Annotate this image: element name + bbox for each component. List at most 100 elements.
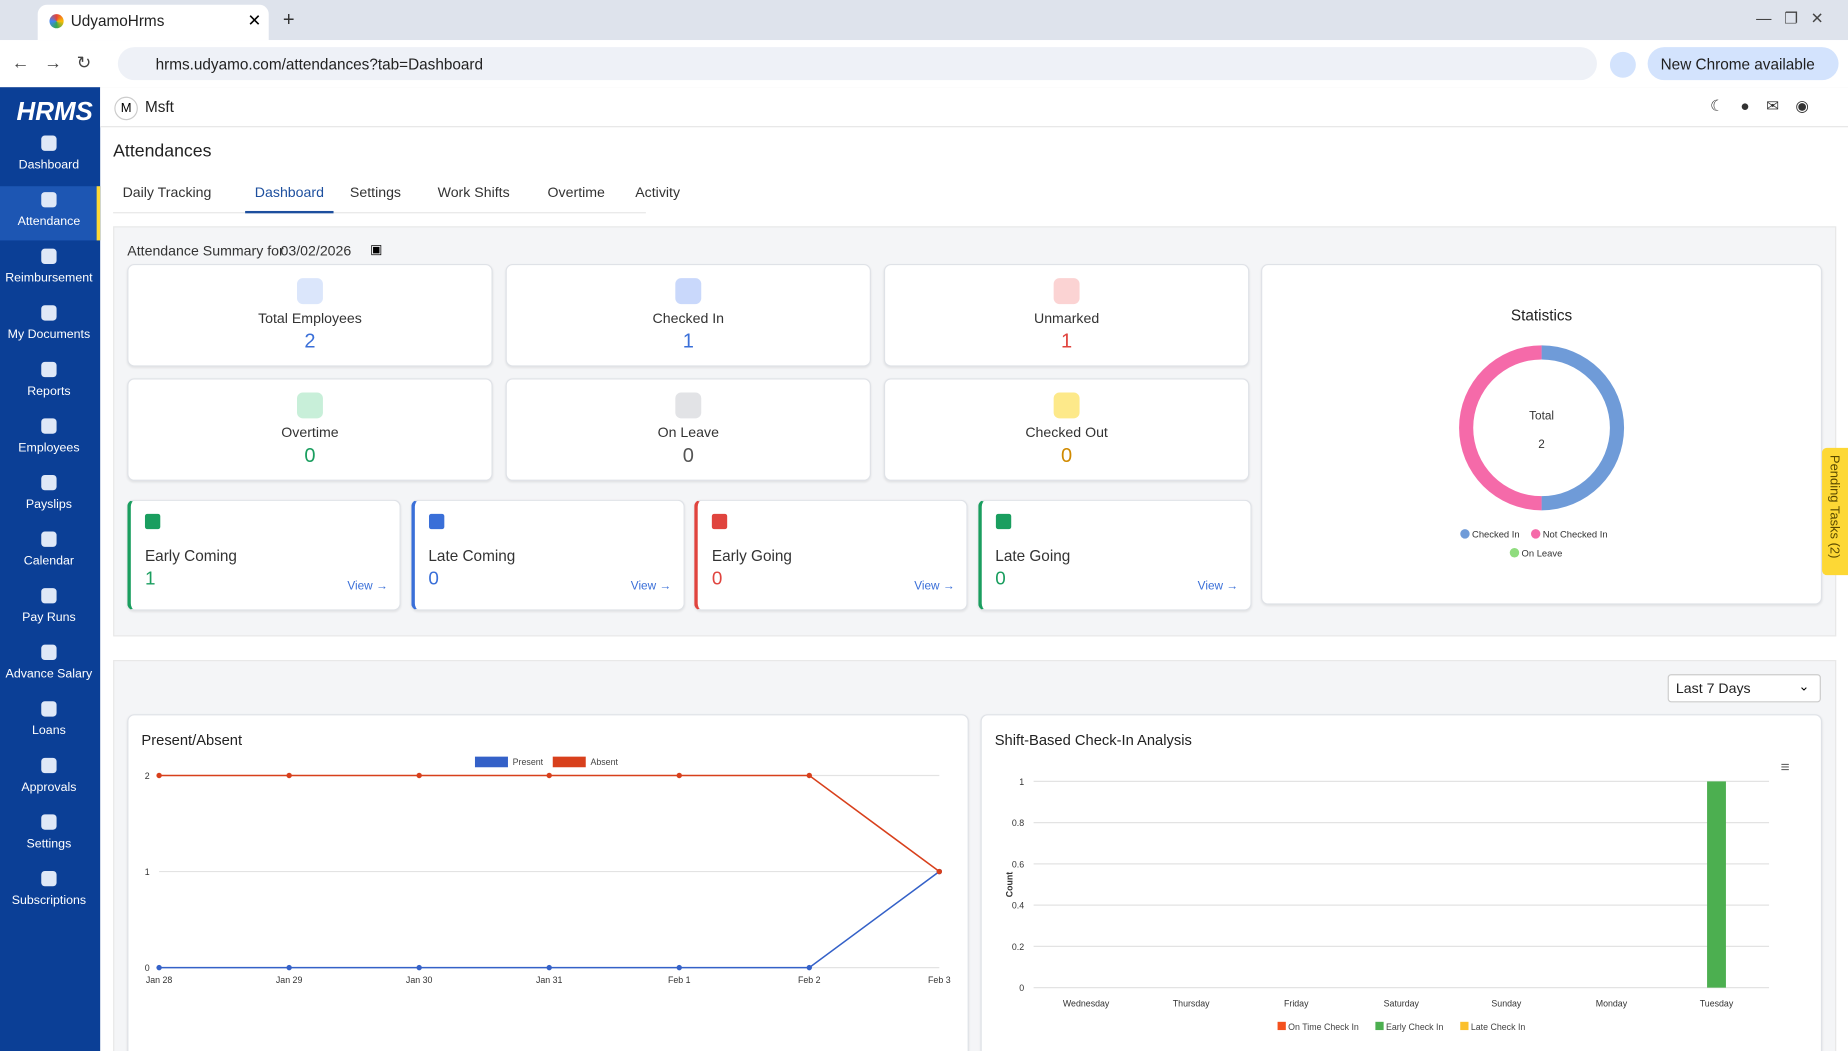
x-tick-label: Sunday: [1491, 998, 1522, 1008]
address-bar[interactable]: hrms.udyamo.com/attendances?tab=Dashboar…: [117, 47, 1597, 81]
nav-item[interactable]: Payslips: [0, 469, 100, 523]
series-line: [159, 774, 940, 873]
y-tick-label: 0.6: [1012, 859, 1024, 869]
x-tick-label: Jan 31: [536, 975, 563, 985]
donut-center-label: Total: [1529, 410, 1554, 423]
legend-label: Late Check In: [1471, 1022, 1526, 1032]
nav-item[interactable]: Calendar: [0, 526, 100, 580]
legend-label: On Time Check In: [1288, 1022, 1359, 1032]
nav-item[interactable]: Attendance: [0, 186, 101, 241]
nav-icon: [41, 757, 57, 774]
nav-item[interactable]: My Documents: [0, 299, 100, 353]
tab[interactable]: Activity: [635, 183, 681, 201]
summary-date[interactable]: 03/02/2026: [280, 242, 352, 260]
chart-card: Present/Absent 0 1 2 Jan 28 Jan 29 Jan 30 Jan 3…: [127, 714, 969, 1051]
donut-chart: Statistics Total 2 Checked In Not Checked In…: [1459, 308, 1625, 558]
tab[interactable]: Settings: [349, 183, 402, 201]
calendar-icon[interactable]: ▣: [370, 242, 383, 257]
nav-icon: [41, 870, 57, 887]
detail-icon: [144, 513, 161, 530]
stat-card: Total Employees 2: [127, 263, 493, 367]
view-link[interactable]: View →: [630, 579, 672, 593]
stat-icon: [296, 278, 323, 305]
nav-item[interactable]: Approvals: [0, 752, 100, 806]
range-select[interactable]: Last 7 Days ⌄: [1667, 674, 1821, 703]
tab[interactable]: Dashboard: [245, 184, 334, 214]
legend-dot: [1460, 529, 1470, 539]
nav-icon: [41, 814, 57, 830]
nav-label: Dashboard: [18, 157, 80, 173]
nav-label: Settings: [26, 836, 72, 851]
stat-card: On Leave 0: [505, 378, 871, 481]
donut-slice: [1541, 345, 1625, 511]
nav-item[interactable]: Settings: [0, 808, 100, 862]
stat-card: Unmarked 1: [883, 263, 1250, 367]
org-avatar[interactable]: M: [114, 96, 138, 121]
legend-swatch: [474, 756, 508, 768]
update-label: New Chrome available: [1660, 55, 1815, 74]
bar: [1707, 781, 1726, 988]
nav-item[interactable]: Subscriptions: [0, 865, 100, 919]
stat-icon: [675, 392, 702, 419]
point: [806, 772, 812, 779]
stat-card: Checked Out 0: [883, 378, 1250, 481]
x-tick-label: Feb 3: [928, 975, 951, 985]
nav-label: Payslips: [25, 497, 72, 512]
profile[interactable]: [1609, 51, 1636, 78]
y-tick-label: 1: [1019, 777, 1024, 787]
x-tick-label: Jan 29: [276, 975, 303, 985]
y-tick-label: 0: [1019, 983, 1024, 993]
view-link[interactable]: View →: [347, 579, 388, 593]
stat-icon: [675, 278, 702, 305]
stat-card: Checked In 1: [505, 263, 871, 367]
nav-icon: [41, 588, 57, 604]
new-tab[interactable]: +: [282, 8, 295, 31]
nav-buttons[interactable]: ← → ↻: [11, 53, 92, 74]
org-name[interactable]: Msft: [144, 97, 174, 116]
update-button[interactable]: New Chrome available: [1647, 47, 1839, 81]
point: [676, 964, 682, 971]
nav-item[interactable]: Reimbursement: [0, 243, 100, 297]
pending-tasks[interactable]: Pending Tasks (2): [1822, 447, 1848, 576]
stat-value: 1: [682, 329, 694, 353]
x-tick-label: Wednesday: [1063, 998, 1110, 1008]
x-tick-label: Feb 2: [798, 975, 821, 985]
nav-item[interactable]: Loans: [0, 695, 100, 749]
nav-icon: [41, 474, 57, 491]
nav-label: Attendance: [17, 214, 81, 229]
detail-icon: [428, 513, 444, 530]
tabs: Daily Tracking Dashboard Settings Work Shif…: [113, 172, 680, 214]
legend-dot: [1509, 548, 1520, 558]
tab[interactable]: Overtime: [547, 183, 605, 201]
top-icons[interactable]: ☾●✉◉: [1710, 96, 1826, 115]
legend-swatch: [552, 756, 586, 768]
range-caret: ⌄: [1798, 680, 1810, 695]
stat-icon: [1053, 278, 1080, 305]
tab[interactable]: Daily Tracking: [122, 183, 212, 201]
y-tick-label: 1: [145, 867, 150, 877]
legend-label: Not Checked In: [1543, 528, 1608, 539]
window-controls[interactable]: — ❐ ✕: [1756, 9, 1824, 28]
nav-item[interactable]: Dashboard: [0, 130, 100, 184]
legend-label: Checked In: [1472, 528, 1520, 539]
nav-item[interactable]: Pay Runs: [0, 582, 100, 636]
tab-strip: [0, 0, 1848, 41]
stat-label: Checked In: [652, 309, 725, 327]
view-link[interactable]: View →: [914, 579, 955, 593]
tab[interactable]: UdyamoHrms ✕: [37, 4, 269, 41]
nav-item[interactable]: Reports: [0, 356, 100, 410]
nav-label: Loans: [32, 723, 66, 738]
stat-card: Overtime 0: [127, 378, 493, 481]
x-tick-label: Thursday: [1173, 998, 1210, 1008]
y-tick-label: 0.4: [1012, 901, 1024, 911]
nav-item[interactable]: Employees: [0, 412, 100, 466]
nav-icon: [41, 192, 57, 208]
tab[interactable]: Work Shifts: [437, 183, 510, 201]
tab-close[interactable]: ✕: [247, 10, 262, 30]
nav-label: My Documents: [7, 327, 91, 342]
view-link[interactable]: View →: [1197, 579, 1239, 593]
nav-item[interactable]: Advance Salary: [0, 639, 100, 693]
stat-label: Overtime: [281, 424, 339, 441]
x-tick-label: Monday: [1596, 998, 1628, 1008]
